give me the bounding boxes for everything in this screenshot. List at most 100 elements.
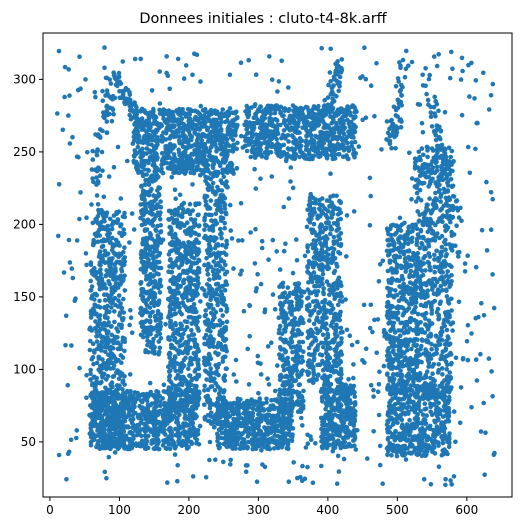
data-point [113,409,119,415]
data-point [249,415,255,421]
data-point [101,400,106,406]
data-point [109,292,114,298]
data-point [98,343,104,348]
data-point [168,257,173,262]
data-point [102,431,108,437]
data-point [159,150,165,156]
data-point [249,426,255,432]
data-point [192,344,198,350]
data-point [109,332,114,338]
data-point [229,432,235,438]
data-point [180,206,186,212]
chart-title: Donnees initiales : cluto-t4-8k.arff [139,11,387,27]
data-point [332,338,337,344]
data-point [206,351,212,357]
data-point [215,172,220,177]
data-point [114,220,120,226]
data-point [339,143,344,148]
data-point [246,130,251,135]
data-point [296,382,302,388]
data-point [146,192,152,198]
data-point [110,235,115,241]
data-point [280,280,286,286]
data-point [235,122,240,128]
data-point [204,163,210,169]
data-point [187,250,192,256]
data-point [165,165,171,171]
data-point [152,245,158,250]
data-point [218,341,223,347]
data-point [339,116,345,121]
data-point [311,115,316,121]
data-point [206,261,211,267]
data-point [192,255,197,261]
data-point [171,152,177,157]
data-point [268,103,274,109]
data-point [187,428,193,433]
data-point [270,424,276,430]
data-point [289,339,295,345]
data-point [97,410,102,416]
data-point [143,326,149,331]
data-point [262,436,268,442]
data-point [160,443,166,448]
data-point [154,444,159,450]
data-point [169,110,175,115]
data-point [168,289,173,295]
data-point [172,389,178,395]
data-point [208,334,213,339]
data-point [158,336,164,341]
data-point [284,438,290,444]
data-point [258,119,264,125]
data-point [196,152,201,157]
data-point [219,347,225,352]
data-point [177,140,183,146]
data-point [174,297,180,302]
data-point [103,349,108,355]
data-point [202,107,208,112]
data-point [135,144,141,150]
data-point [285,293,291,299]
data-point [148,429,154,435]
data-point [215,404,221,410]
data-point [105,403,111,409]
data-point [202,124,208,129]
data-point [113,421,119,427]
data-point [291,318,296,324]
data-point [146,124,152,130]
data-point [279,302,284,308]
data-point [151,336,156,342]
data-point [210,158,216,164]
data-point [183,114,189,119]
data-point [286,139,291,144]
data-point [154,212,160,218]
data-point [118,282,123,287]
data-point [271,446,277,451]
data-point [294,348,299,353]
data-point [140,438,145,444]
data-point [206,137,212,142]
data-point [295,352,300,358]
data-point [208,341,213,346]
data-point [178,393,183,398]
data-point [272,417,278,422]
data-point [152,407,157,413]
data-point [192,220,198,226]
data-point [222,388,227,393]
data-point [284,388,289,393]
data-point [222,225,227,231]
data-point [175,372,181,378]
data-point [351,114,357,120]
data-point [285,355,291,361]
data-point [297,117,302,123]
data-point [90,355,96,360]
data-point [157,331,163,337]
data-point [187,211,193,217]
data-point [158,422,163,427]
data-point [352,129,358,135]
data-point [251,127,256,133]
data-point [91,267,97,273]
data-point [255,401,261,406]
data-point [205,387,211,393]
data-point [280,291,286,297]
